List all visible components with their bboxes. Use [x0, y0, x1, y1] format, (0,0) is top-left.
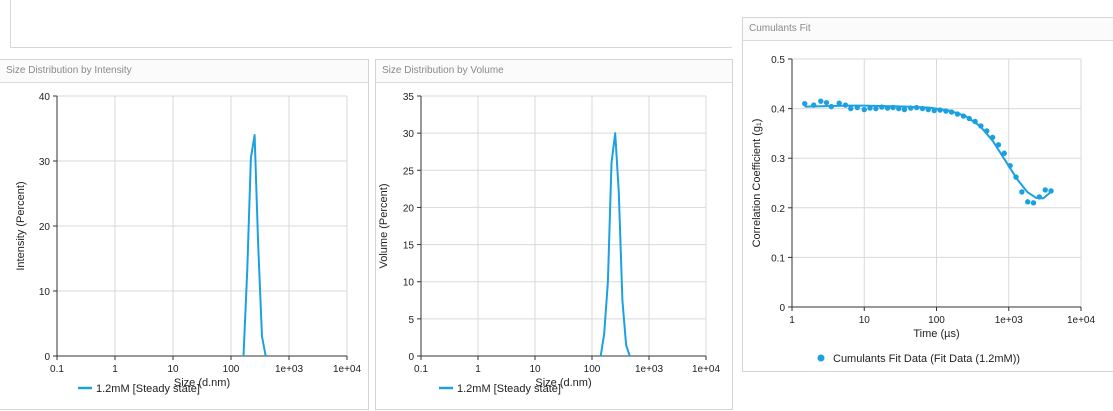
- y-tick-label: 25: [403, 166, 415, 177]
- y-tick-label: 20: [39, 222, 51, 233]
- y-tick-label: 10: [403, 278, 415, 289]
- y-axis-label: Intensity (Percent): [15, 181, 27, 270]
- x-tick-label: 1e+03: [275, 364, 304, 375]
- x-tick-label: 1e+03: [995, 315, 1024, 326]
- data-point: [1030, 200, 1037, 206]
- data-point: [861, 106, 867, 113]
- y-tick-label: 10: [39, 287, 51, 298]
- data-point: [836, 100, 842, 106]
- y-tick-label: 0: [408, 352, 414, 363]
- y-tick-label: 30: [39, 157, 51, 168]
- x-tick-label: 10: [529, 364, 541, 375]
- y-tick-label: 5: [408, 315, 414, 326]
- data-point: [1025, 199, 1031, 205]
- intensity-chart: 0.1 1 10 100 1e+03 1e+04 0 10 20 30 40 Size (d.nm) I…: [15, 92, 362, 395]
- y-tick-label: 30: [403, 129, 415, 140]
- cumulants-chart: 1 10 100 1e+03 1e+04 0 0.1 0.2 0.3 0.4 0.5 Time (µs…: [751, 55, 1096, 373]
- y-axis-label: Volume (Percent): [378, 184, 390, 269]
- x-tick-label: 10: [167, 364, 179, 375]
- x-tick-label: 1: [475, 364, 481, 375]
- x-axis-label: Time (µs): [913, 328, 959, 340]
- top-strip: [10, 0, 732, 48]
- legend-label: Cumulants Fit Data (Fit Data (1.2mM)): [833, 353, 1020, 365]
- data-point: [823, 99, 830, 106]
- x-tick-label: 10: [859, 315, 871, 326]
- y-tick-label: 15: [403, 241, 415, 252]
- x-tick-label: 1: [112, 364, 118, 375]
- y-tick-label: 0.4: [771, 105, 785, 116]
- y-axis-label: Correlation Coefficient (g₁): [751, 119, 763, 248]
- y-tick-label: 0.1: [771, 253, 785, 264]
- panel-title: Cumulants Fit: [743, 18, 1113, 41]
- data-point: [1001, 150, 1007, 156]
- x-tick-label: 1e+04: [333, 364, 362, 375]
- x-axis-label: Size (d.nm): [174, 377, 230, 389]
- data-point: [873, 105, 879, 112]
- data-point: [1019, 189, 1025, 195]
- data-point: [1042, 187, 1048, 193]
- data-point: [901, 106, 908, 113]
- volume-chart: 0.1 1 10 100 1e+03 1e+04 0 5 10 15 20 25 30 35 Size (d…: [378, 92, 721, 395]
- data-point: [802, 100, 808, 107]
- y-tick-label: 0.5: [771, 55, 785, 66]
- y-tick-label: 35: [403, 92, 415, 103]
- legend-marker: [817, 354, 825, 362]
- panel-title: Size Distribution by Intensity: [0, 60, 368, 83]
- x-tick-label: 0.1: [50, 364, 64, 375]
- cumulants-chart-panel: Cumulants Fit 1 10 100 1e+03 1e+04 0 0.1 0.2 0.3…: [742, 17, 1113, 373]
- y-tick-label: 0: [779, 303, 785, 314]
- series-line: [599, 132, 631, 357]
- x-tick-label: 0.1: [414, 364, 428, 375]
- x-tick-label: 100: [584, 364, 601, 375]
- x-tick-label: 1e+03: [635, 364, 664, 375]
- y-tick-label: 20: [403, 203, 415, 214]
- legend-label: Cumulants Fit (Fit Data (1.2mM)): [833, 372, 994, 373]
- x-tick-label: 1e+04: [692, 364, 721, 375]
- x-tick-label: 100: [928, 315, 945, 326]
- x-tick-label: 100: [223, 364, 240, 375]
- y-tick-label: 0.2: [771, 204, 785, 215]
- x-tick-label: 1: [789, 315, 795, 326]
- y-tick-label: 0.3: [771, 154, 785, 165]
- intensity-chart-panel: Size Distribution by Intensity 0.1 1 10 100…: [0, 59, 369, 410]
- panel-title: Size Distribution by Volume: [376, 60, 732, 83]
- volume-chart-panel: Size Distribution by Volume 0.1 1 10 100 1e+…: [375, 59, 733, 410]
- x-tick-label: 1e+04: [1067, 315, 1096, 326]
- y-tick-label: 0: [44, 352, 50, 363]
- series-line: [804, 104, 1052, 200]
- legend-label: 1.2mM [Steady state]: [457, 383, 561, 395]
- data-point: [818, 98, 824, 104]
- series-line: [242, 134, 267, 357]
- legend-label: 1.2mM [Steady state]: [96, 383, 200, 395]
- x-axis-label: Size (d.nm): [535, 377, 591, 389]
- data-point: [848, 105, 854, 112]
- y-tick-label: 40: [39, 92, 51, 103]
